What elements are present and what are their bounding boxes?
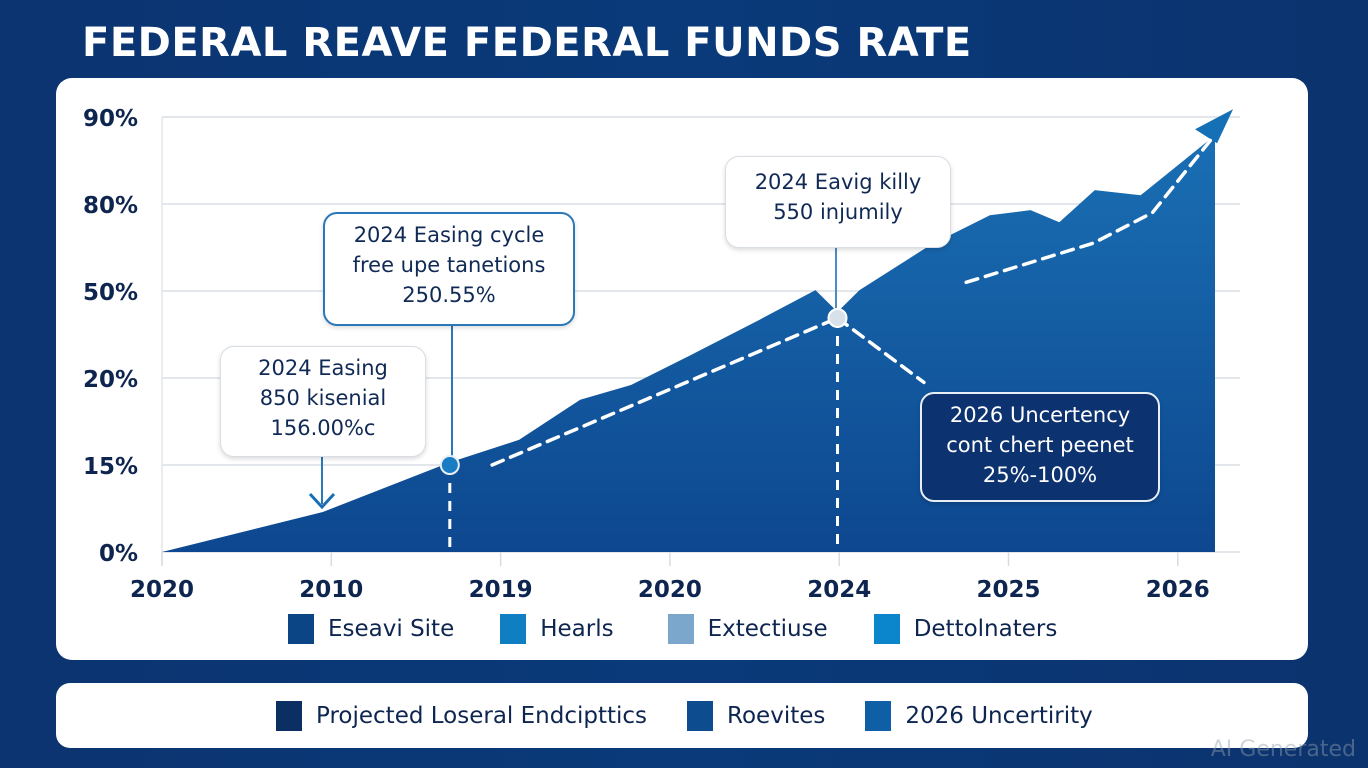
x-tick-label: 2025 [976, 577, 1040, 603]
annotation-uncertainty: 2026 Uncertency cont chert peenet 25%-10… [920, 392, 1160, 502]
x-tick-label: 2024 [807, 577, 871, 603]
bottom-legend: Projected Loseral Endcipttics Roevites 2… [276, 701, 1093, 731]
annotation-left: 2024 Easing 850 kisenial 156.00%c [220, 346, 426, 457]
annotation-top-line-1: 2024 Eavig killy [754, 170, 922, 194]
y-tick-label: 15% [83, 454, 138, 480]
legend-swatch [667, 614, 694, 644]
annotation-left-line-3: 156.00%c [270, 416, 376, 440]
legend-item-extectiuse[interactable]: Extectiuse [667, 614, 828, 644]
legend-swatch [687, 701, 714, 731]
annotation-left-line-2: 850 kisenial [259, 386, 387, 410]
legend-label: Roevites [727, 703, 826, 729]
legend-item-2026-uncertirity[interactable]: 2026 Uncertirity [865, 701, 1093, 731]
y-tick-label: 0% [99, 541, 138, 567]
data-marker-2024 [827, 307, 848, 328]
annotation-middle-line-2: free upe tanetions [352, 253, 546, 277]
x-tick-label: 2020 [638, 577, 702, 603]
annotation-top-line-2: 550 injumily [773, 200, 903, 224]
legend-swatch [276, 701, 302, 731]
annotation-connectors [308, 244, 840, 552]
bottom-legend-panel [56, 683, 1308, 748]
data-marker-2019 [439, 455, 460, 475]
legend-label: Hearls [540, 616, 614, 642]
page-title: FEDERAL REAVE FEDERAL FUNDS RATE [82, 20, 972, 66]
x-axis-ticks: 2020 2010 2019 2020 2024 2025 2026 [130, 552, 1210, 603]
legend-label: Projected Loseral Endcipttics [316, 703, 648, 729]
legend-swatch [865, 701, 892, 731]
legend-label: Dettolnaters [913, 616, 1058, 642]
legend-item-dettolnaters[interactable]: Dettolnaters [873, 614, 1058, 644]
annotation-uncertainty-line-3: 25%-100% [982, 463, 1098, 487]
x-tick-label: 2019 [469, 577, 533, 603]
x-tick-label: 2026 [1146, 577, 1210, 603]
ai-generated-watermark: AI Generated [1210, 737, 1356, 762]
dashed-trend-line-3 [835, 316, 926, 385]
annotation-middle-line-3: 250.55% [402, 283, 496, 307]
legend-item-projected[interactable]: Projected Loseral Endcipttics [276, 701, 647, 731]
trend-lines [490, 137, 1214, 467]
legend-label: 2026 Uncertirity [905, 703, 1093, 729]
legend-item-eseavi-site[interactable]: Eseavi Site [288, 614, 454, 644]
legend-item-hearls[interactable]: Hearls [500, 614, 614, 644]
legend-item-roevites[interactable]: Roevites [687, 701, 825, 731]
annotation-uncertainty-line-1: 2026 Uncertency [949, 403, 1131, 427]
annotation-top: 2024 Eavig killy 550 injumily [725, 156, 951, 248]
annotation-middle-line-1: 2024 Easing cycle [353, 223, 545, 247]
chart-legend: Eseavi Site Hearls Extectiuse Dettolnate… [288, 614, 1057, 644]
annotation-uncertainty-line-2: cont chert peenet [946, 433, 1134, 457]
x-tick-label: 2010 [299, 577, 363, 603]
legend-swatch [873, 614, 900, 644]
legend-label: Extectiuse [707, 616, 828, 642]
annotation-left-line-1: 2024 Easing [258, 356, 388, 380]
y-axis-ticks: 0% 15% 20% 50% 80% 90% [83, 106, 138, 567]
y-tick-label: 90% [83, 106, 138, 132]
chevron-down-icon [308, 492, 336, 510]
data-markers [439, 307, 848, 475]
legend-swatch [500, 614, 527, 644]
dashed-trend-line-1 [490, 316, 840, 467]
legend-label: Eseavi Site [328, 616, 455, 642]
dashed-trend-line-2 [964, 137, 1214, 285]
x-tick-label: 2020 [130, 577, 194, 603]
annotation-middle: 2024 Easing cycle free upe tanetions 250… [323, 212, 575, 326]
y-tick-label: 20% [83, 367, 138, 393]
legend-swatch [288, 614, 314, 644]
trend-arrow-icon [1195, 109, 1234, 144]
y-tick-label: 50% [83, 280, 138, 306]
y-tick-label: 80% [83, 193, 138, 219]
